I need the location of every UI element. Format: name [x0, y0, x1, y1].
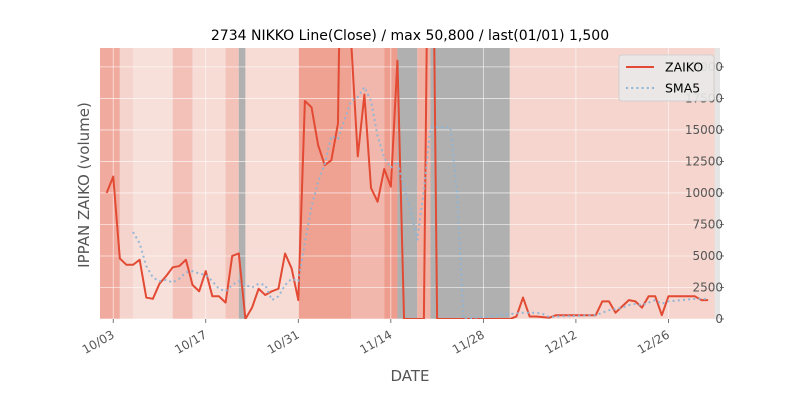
- y-tick-label-2: 5000: [692, 249, 723, 263]
- background-bands: [100, 48, 715, 319]
- background-band-8: [298, 48, 352, 319]
- x-tick-label-0: 10/03: [80, 327, 117, 356]
- background-band-7: [245, 48, 299, 319]
- y-tick-label-4: 10000: [685, 186, 723, 200]
- series-line-zaiko: [105, 48, 709, 319]
- background-band-13: [430, 48, 510, 319]
- x-axis-ticks: 10/03 10/17 10/31 11/14 11/28 12/12 12/26: [80, 319, 672, 357]
- background-band-4: [192, 48, 226, 319]
- legend: ZAIKO SMA5: [618, 54, 715, 102]
- background-band-6: [238, 48, 246, 319]
- background-band-3: [172, 48, 193, 319]
- background-band-1: [119, 48, 134, 319]
- background-band-2: [133, 48, 173, 319]
- chart-title: 2734 NIKKO Line(Close) / max 50,800 / la…: [211, 28, 609, 44]
- y-tick-label-0: 0: [715, 312, 723, 326]
- x-tick-label-5: 12/12: [542, 327, 579, 356]
- y-tick-label-3: 7500: [692, 217, 723, 231]
- x-axis-label: DATE: [390, 367, 429, 385]
- x-tick-label-6: 12/26: [635, 327, 672, 356]
- y-tick-label-6: 15000: [685, 123, 723, 137]
- background-band-9: [351, 48, 385, 319]
- y-tick-label-1: 2500: [692, 280, 723, 294]
- legend-label-zaiko: ZAIKO: [665, 60, 703, 75]
- x-tick-label-1: 10/17: [172, 327, 209, 356]
- legend-label-sma5: SMA5: [665, 81, 700, 96]
- x-tick-label-2: 10/31: [265, 327, 302, 356]
- series-layer: [105, 48, 709, 319]
- background-band-5: [225, 48, 239, 319]
- series-line-sma5: [132, 86, 709, 319]
- x-tick-label-4: 11/28: [450, 327, 487, 356]
- y-tick-label-5: 12500: [685, 154, 723, 168]
- y-axis-label: IPPAN ZAIKO (volume): [75, 102, 93, 268]
- x-tick-label-3: 11/14: [357, 327, 394, 356]
